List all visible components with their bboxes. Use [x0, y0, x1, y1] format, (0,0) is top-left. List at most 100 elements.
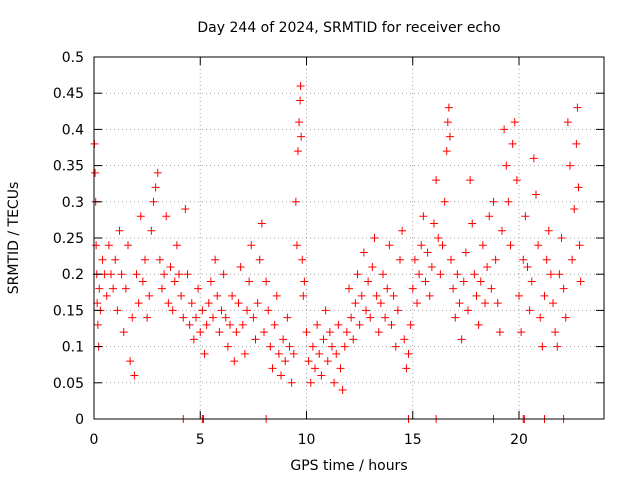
data-point [102, 291, 111, 300]
data-point [211, 255, 220, 264]
data-point [576, 277, 585, 286]
data-point [551, 328, 560, 337]
data-point [143, 313, 152, 322]
y-tick-label: 0.4 [62, 122, 84, 138]
data-point [553, 342, 562, 351]
data-point [297, 132, 306, 141]
data-point [274, 349, 283, 358]
data-point [166, 262, 175, 271]
data-point [98, 255, 107, 264]
data-point [115, 226, 124, 235]
data-point [572, 139, 581, 148]
data-point [141, 255, 149, 264]
data-point [245, 277, 254, 286]
data-point [366, 313, 375, 322]
data-point [468, 219, 477, 228]
data-point [508, 139, 517, 148]
data-point [92, 241, 101, 250]
data-point [291, 197, 300, 206]
data-point [491, 255, 500, 264]
data-point [215, 328, 224, 337]
data-point [279, 335, 288, 344]
data-point [398, 226, 407, 235]
data-point [515, 291, 523, 300]
data-point [209, 313, 217, 322]
data-point [425, 291, 434, 300]
data-point [223, 342, 232, 351]
x-tick-label: 10 [298, 432, 316, 448]
data-point [306, 378, 315, 387]
x-tick-label: 15 [404, 432, 422, 448]
data-point [353, 270, 362, 279]
data-point [221, 313, 230, 322]
data-point [498, 226, 506, 235]
data-point [442, 147, 451, 156]
data-point [364, 277, 373, 286]
data-point [164, 299, 173, 308]
data-point [134, 299, 143, 308]
data-point [525, 306, 534, 315]
data-point [213, 291, 222, 300]
data-point [272, 291, 281, 300]
data-point [107, 270, 115, 279]
data-point [483, 262, 492, 271]
data-point [387, 320, 396, 329]
data-point [319, 335, 328, 344]
data-point [527, 277, 536, 286]
data-point [370, 234, 379, 242]
data-point [434, 234, 443, 242]
data-point [449, 284, 458, 293]
data-point [445, 132, 454, 141]
y-tick-label: 0 [75, 412, 84, 428]
data-point [573, 103, 582, 112]
data-point [270, 320, 279, 329]
data-point [438, 241, 447, 250]
y-tick-label: 0.1 [62, 340, 84, 356]
data-point [185, 320, 194, 329]
data-point [546, 270, 555, 279]
data-point [93, 320, 102, 329]
data-point [104, 241, 113, 250]
data-point [521, 212, 530, 221]
y-axis-label: SRMTID / TECUs [6, 182, 22, 295]
data-point [334, 320, 343, 329]
data-point [187, 299, 196, 308]
x-axis-label: GPS time / hours [290, 458, 407, 474]
data-point [338, 386, 347, 395]
data-point [421, 277, 430, 286]
data-point [311, 364, 319, 373]
data-point [391, 342, 400, 351]
data-point [321, 306, 330, 315]
data-point [251, 335, 260, 344]
data-point [557, 234, 566, 242]
data-point [506, 241, 515, 250]
data-point [294, 147, 302, 156]
data-point [194, 284, 203, 293]
data-point [296, 81, 305, 90]
data-point [347, 313, 356, 322]
data-point [455, 299, 464, 308]
data-point [549, 299, 557, 308]
data-point [342, 328, 351, 337]
data-point [512, 176, 521, 185]
data-point [277, 371, 285, 380]
data-point [295, 118, 304, 127]
data-point [432, 176, 441, 185]
data-point [459, 277, 468, 286]
data-point [345, 284, 353, 293]
data-point [128, 313, 137, 322]
data-point [226, 320, 234, 329]
data-point [457, 335, 466, 344]
data-point [299, 291, 308, 300]
data-point [444, 103, 453, 112]
data-point [427, 262, 436, 271]
data-point [453, 270, 462, 279]
y-tick-label: 0.15 [53, 303, 84, 319]
y-tick-label: 0.25 [53, 231, 84, 247]
data-point [447, 255, 455, 264]
data-point [162, 212, 171, 221]
data-point [544, 226, 553, 235]
data-point [340, 342, 349, 351]
data-point [408, 284, 417, 293]
